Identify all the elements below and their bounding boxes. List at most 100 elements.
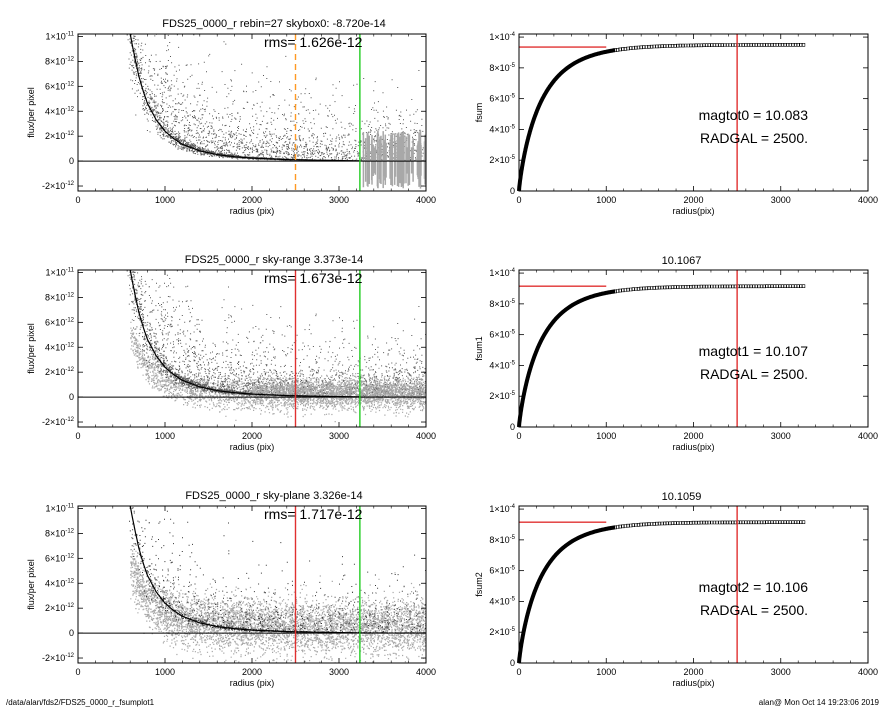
x-axis-label: radius(pix): [672, 206, 714, 216]
footer-file-path: /data/alan/fds2/FDS25_0000_r_fsumplot1: [6, 698, 155, 707]
x-tick-label: 4000: [416, 667, 436, 677]
x-tick-label: 1000: [596, 667, 616, 677]
panel-title: 10.1067: [662, 255, 702, 267]
y-tick-label: 6×10-12: [45, 81, 75, 91]
panel-title: FDS25_0000_r rebin=27 skybox0: -8.720e-1…: [162, 18, 386, 30]
x-tick-label: 4000: [858, 431, 878, 441]
y-tick-label: 4×10-5: [489, 596, 515, 606]
footer-timestamp: alan@ Mon Oct 14 19:23:06 2019: [758, 698, 879, 707]
y-tick-label: 0: [69, 156, 74, 166]
y-tick-label: 8×10-5: [489, 299, 515, 309]
y-tick-label: 6×10-5: [489, 566, 515, 576]
y-tick-label: 6×10-5: [489, 330, 515, 340]
fsum-panel-2: 0 1000 2000 3000 4000 0 2×10-5 4×10-5 6×10-5 8×10…: [474, 255, 878, 452]
panel-title: FDS25_0000_r sky-range 3.373e-14: [185, 254, 364, 266]
y-tick-label: 4×10-5: [489, 124, 515, 134]
y-tick-label: -2×10-12: [42, 181, 75, 191]
magtot-annotation: magtot2 = 10.106: [699, 579, 809, 595]
y-tick-label: 4×10-12: [45, 578, 75, 588]
x-tick-label: 2000: [683, 431, 703, 441]
y-tick-label: 1×10-11: [45, 31, 74, 41]
flux-panel-1: 0 1000 2000 3000 4000 1×10-11 8×10-12 6×10-12 4×…: [26, 18, 436, 216]
panel-title: 10.1059: [662, 491, 702, 503]
scatter-light-points: [130, 319, 426, 423]
x-tick-label: 4000: [858, 195, 878, 205]
x-tick-label: 3000: [329, 667, 349, 677]
x-tick-label: 0: [516, 667, 521, 677]
y-tick-label: 0: [510, 422, 515, 432]
y-tick-label: 1×10-11: [45, 267, 74, 277]
y-tick-label: 2×10-12: [45, 603, 75, 613]
y-axis-label: flux/per pixel: [26, 87, 36, 138]
y-tick-label: 0: [510, 186, 515, 196]
scatter-points: [129, 506, 426, 663]
growth-curve: [517, 289, 616, 428]
y-tick-label: 8×10-12: [45, 56, 75, 66]
y-tick-label: 4×10-12: [45, 342, 75, 352]
y-tick-label: 1×10-4: [489, 504, 515, 514]
y-tick-label: 2×10-12: [45, 367, 75, 377]
y-tick-label: 2×10-5: [489, 627, 515, 637]
radgal-annotation: RADGAL = 2500.: [700, 602, 808, 618]
y-tick-label: 8×10-5: [489, 63, 515, 73]
y-tick-label: -2×10-12: [42, 417, 75, 427]
mean-profile-line: [129, 506, 360, 634]
x-tick-label: 2000: [242, 667, 262, 677]
x-tick-label: 3000: [329, 431, 349, 441]
x-tick-label: 3000: [771, 195, 791, 205]
scatter-sky-points: [252, 369, 426, 410]
growth-curve-markers: [613, 43, 806, 52]
plot-frame: [518, 269, 869, 428]
x-tick-label: 0: [516, 431, 521, 441]
x-tick-label: 1000: [155, 195, 175, 205]
flux-panel-2: 0 1000 2000 3000 4000 1×10-11 8×10-12 6×10-12 4×…: [26, 254, 436, 452]
y-axis-label: flux/per pixel: [26, 323, 36, 374]
y-tick-label: 0: [69, 628, 74, 638]
x-tick-label: 0: [75, 195, 80, 205]
x-axis-label: radius (pix): [230, 206, 275, 216]
y-axis-label: fsum2: [474, 572, 484, 597]
y-tick-label: 0: [69, 392, 74, 402]
x-tick-label: 1000: [596, 431, 616, 441]
rms-annotation: rms= 1.626e-12: [264, 34, 363, 50]
y-axis-label: fsum1: [474, 336, 484, 361]
growth-curve-markers: [613, 520, 806, 530]
magtot-annotation: magtot0 = 10.083: [699, 107, 809, 123]
plot-frame: [77, 269, 427, 428]
y-tick-label: 0: [510, 658, 515, 668]
rms-annotation: rms= 1.673e-12: [264, 270, 363, 286]
y-tick-label: 4×10-5: [489, 360, 515, 370]
x-axis-label: radius (pix): [230, 442, 275, 452]
x-tick-label: 4000: [858, 667, 878, 677]
magtot-annotation: magtot1 = 10.107: [699, 343, 809, 359]
panel-title: FDS25_0000_r sky-plane 3.326e-14: [185, 490, 362, 502]
x-tick-label: 1000: [596, 195, 616, 205]
x-tick-label: 2000: [242, 195, 262, 205]
y-tick-label: 1×10-4: [489, 32, 515, 42]
x-tick-label: 2000: [242, 431, 262, 441]
x-tick-label: 4000: [416, 431, 436, 441]
fsum-panel-1: 0 1000 2000 3000 4000 0 2×10-5 4×10-5 6×10-5 8×10…: [474, 32, 878, 216]
rms-annotation: rms= 1.717e-12: [264, 506, 363, 522]
plot-frame: [518, 505, 869, 664]
y-tick-label: 1×10-11: [45, 503, 74, 513]
x-axis-label: radius (pix): [230, 678, 275, 688]
x-tick-label: 3000: [771, 667, 791, 677]
y-tick-label: 2×10-5: [489, 155, 515, 165]
y-tick-label: 8×10-12: [45, 292, 75, 302]
y-tick-label: 2×10-5: [489, 391, 515, 401]
scatter-light-points: [130, 533, 426, 663]
y-tick-label: -2×10-12: [42, 653, 75, 663]
growth-curve-markers: [613, 284, 806, 294]
y-tick-label: 6×10-12: [45, 317, 75, 327]
y-axis-label: flux/per pixel: [26, 559, 36, 610]
growth-curve: [517, 48, 616, 192]
x-tick-label: 0: [516, 195, 521, 205]
mean-profile-line: [129, 34, 360, 162]
y-tick-label: 4×10-12: [45, 106, 75, 116]
x-tick-label: 2000: [683, 667, 703, 677]
y-axis-label: fsum: [474, 103, 484, 123]
x-tick-label: 3000: [329, 195, 349, 205]
y-tick-label: 8×10-5: [489, 535, 515, 545]
